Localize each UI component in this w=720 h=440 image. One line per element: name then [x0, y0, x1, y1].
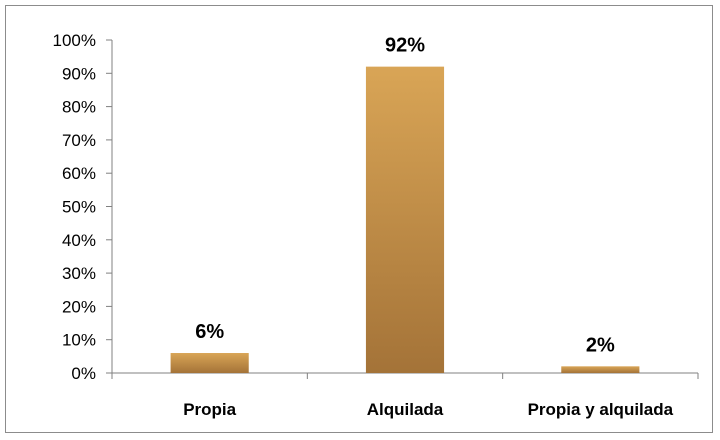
x-category-label: Propia: [183, 400, 236, 419]
y-tick-label: 50%: [62, 198, 96, 217]
bar-propia: [170, 353, 249, 373]
y-tick-label: 80%: [62, 98, 96, 117]
y-tick-label: 90%: [62, 64, 96, 83]
bars: [170, 66, 640, 373]
y-tick-label: 70%: [62, 131, 96, 150]
data-label: 2%: [586, 334, 615, 356]
bar-alquilada: [365, 66, 445, 373]
data-label: 92%: [385, 35, 425, 57]
y-tick-label: 40%: [62, 231, 96, 250]
y-tick-label: 30%: [62, 264, 96, 283]
bar-propia-y-alquilada: [561, 366, 640, 373]
y-tick-label: 20%: [62, 297, 96, 316]
y-tick-label: 0%: [71, 364, 96, 383]
chart-frame: [5, 5, 713, 433]
y-tick-label: 100%: [53, 31, 96, 50]
x-axis: Propia Alquilada Propia y alquilada: [111, 372, 699, 419]
y-axis: 0% 10% 20% 30% 40% 50% 60% 70% 80% 90% 100%: [53, 31, 113, 383]
y-tick-label: 60%: [62, 164, 96, 183]
data-labels: 6% 92% 2%: [195, 35, 615, 357]
y-tick-label: 10%: [62, 331, 96, 350]
data-label: 6%: [195, 321, 224, 343]
x-category-label: Alquilada: [367, 400, 444, 419]
x-category-label: Propia y alquilada: [528, 400, 674, 419]
